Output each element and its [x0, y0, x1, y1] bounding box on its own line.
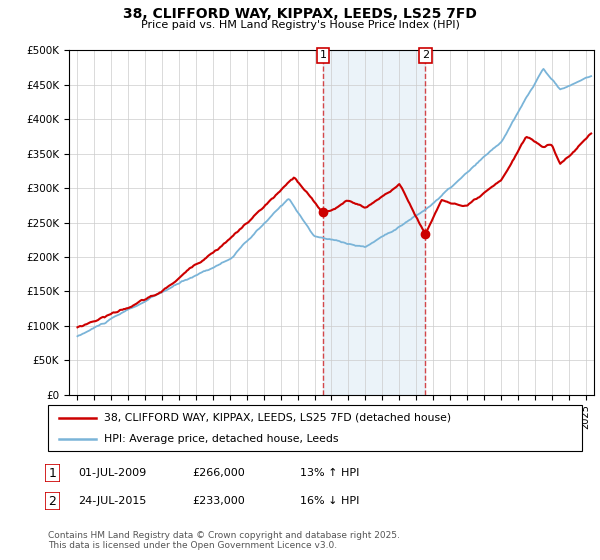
Text: 2: 2 [422, 50, 429, 60]
Text: £266,000: £266,000 [192, 468, 245, 478]
Text: 01-JUL-2009: 01-JUL-2009 [78, 468, 146, 478]
Text: Price paid vs. HM Land Registry's House Price Index (HPI): Price paid vs. HM Land Registry's House … [140, 20, 460, 30]
FancyBboxPatch shape [48, 405, 582, 451]
Text: 2: 2 [49, 494, 56, 508]
Text: £233,000: £233,000 [192, 496, 245, 506]
Text: 1: 1 [49, 466, 56, 480]
Text: 13% ↑ HPI: 13% ↑ HPI [300, 468, 359, 478]
Text: 16% ↓ HPI: 16% ↓ HPI [300, 496, 359, 506]
Text: 1: 1 [320, 50, 326, 60]
Text: 38, CLIFFORD WAY, KIPPAX, LEEDS, LS25 7FD (detached house): 38, CLIFFORD WAY, KIPPAX, LEEDS, LS25 7F… [104, 413, 451, 423]
FancyBboxPatch shape [45, 464, 60, 482]
Text: HPI: Average price, detached house, Leeds: HPI: Average price, detached house, Leed… [104, 435, 338, 444]
Text: 24-JUL-2015: 24-JUL-2015 [78, 496, 146, 506]
Text: Contains HM Land Registry data © Crown copyright and database right 2025.
This d: Contains HM Land Registry data © Crown c… [48, 531, 400, 550]
FancyBboxPatch shape [45, 492, 60, 510]
Text: 38, CLIFFORD WAY, KIPPAX, LEEDS, LS25 7FD: 38, CLIFFORD WAY, KIPPAX, LEEDS, LS25 7F… [123, 7, 477, 21]
